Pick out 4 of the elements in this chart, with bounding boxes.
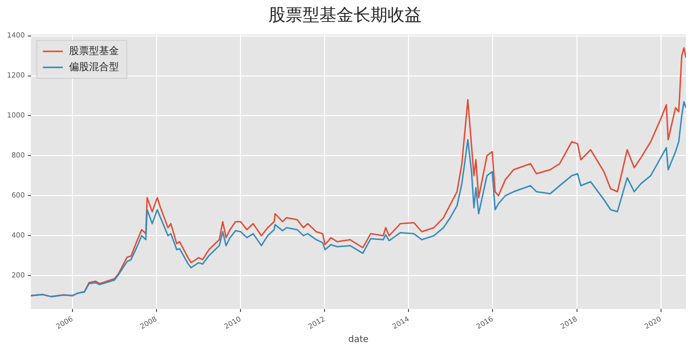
legend-label: 偏股混合型 xyxy=(68,60,119,73)
chart-title: 股票型基金长期收益 xyxy=(268,6,422,26)
legend-label: 股票型基金 xyxy=(68,44,119,57)
x-axis-title: date xyxy=(348,334,370,345)
